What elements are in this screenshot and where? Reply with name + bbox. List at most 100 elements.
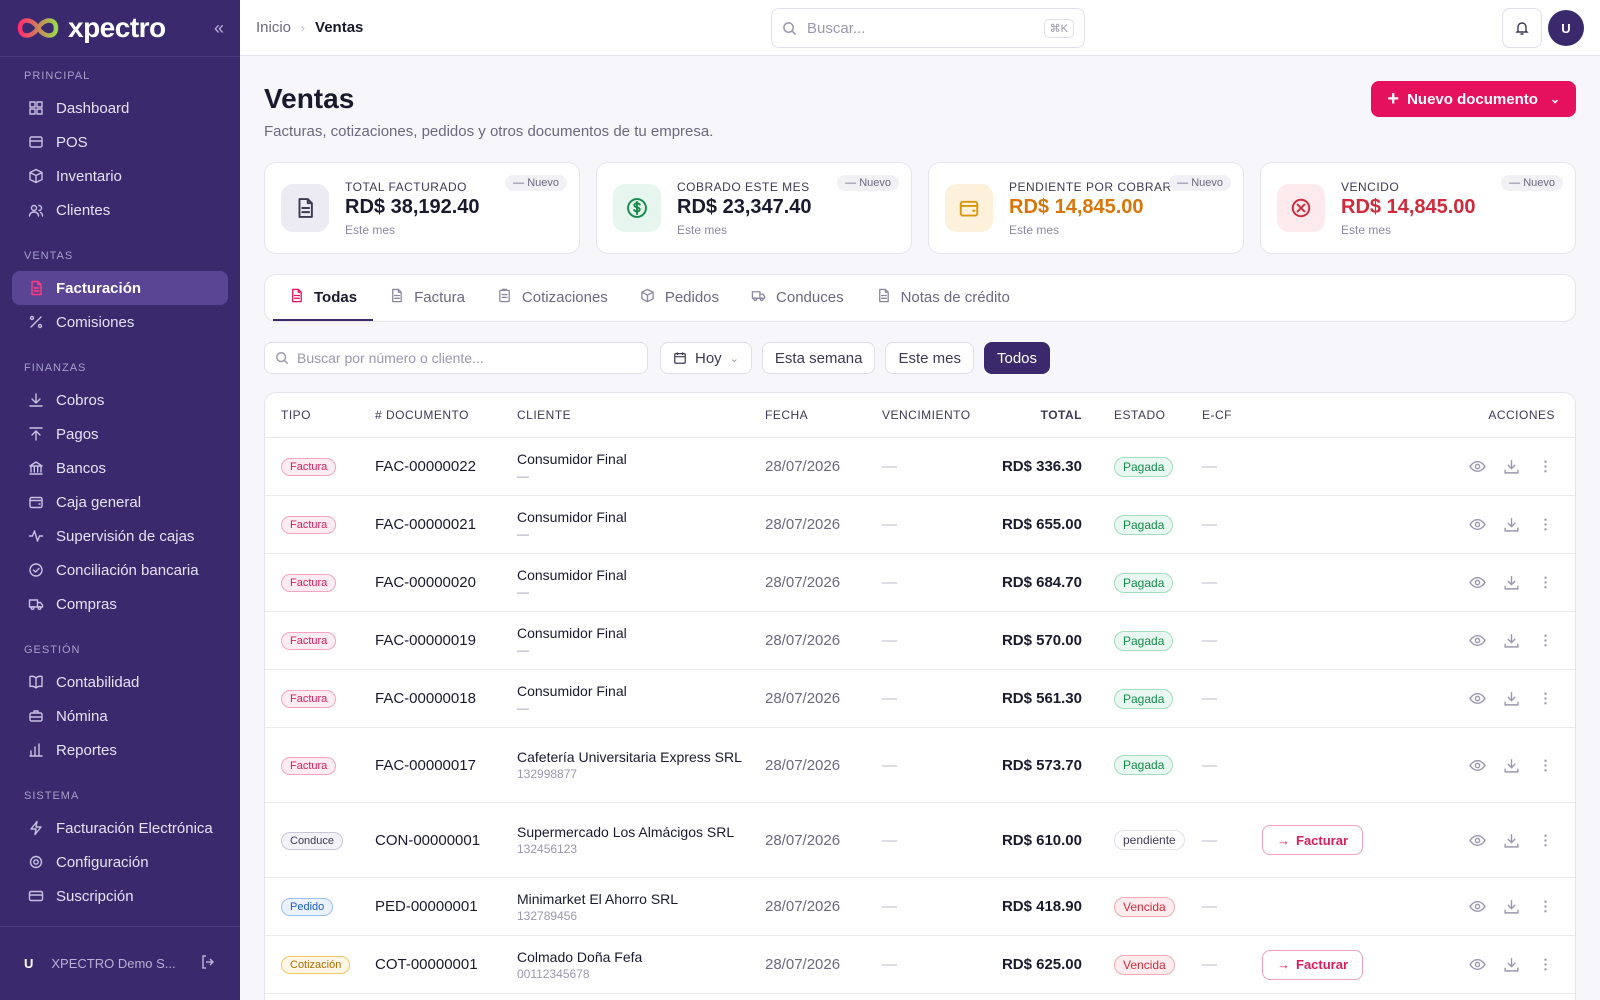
- more-vertical-icon[interactable]: [1535, 830, 1555, 850]
- sidebar-item-pos[interactable]: POS: [12, 125, 228, 159]
- eye-icon[interactable]: [1467, 830, 1487, 850]
- document-number[interactable]: CON-00000001: [375, 831, 481, 849]
- sidebar-item-suscripci-n[interactable]: Suscripción: [12, 879, 228, 913]
- sidebar-item-compras[interactable]: Compras: [12, 587, 228, 621]
- document-search-input[interactable]: Buscar por número o cliente...: [264, 342, 648, 374]
- global-search-input[interactable]: Buscar... ⌘K: [771, 8, 1085, 48]
- more-vertical-icon[interactable]: [1535, 897, 1555, 917]
- document-number[interactable]: FAC-00000018: [375, 690, 476, 707]
- sidebar-item-label: Cobros: [56, 391, 105, 409]
- date-cell: 28/07/2026: [765, 458, 841, 475]
- client-cell: Consumidor Final —: [517, 567, 765, 599]
- sidebar-item-dashboard[interactable]: Dashboard: [12, 91, 228, 125]
- download-icon[interactable]: [1501, 897, 1521, 917]
- sidebar-item-cobros[interactable]: Cobros: [12, 383, 228, 417]
- eye-icon[interactable]: [1467, 631, 1487, 651]
- sidebar-item-reportes[interactable]: Reportes: [12, 733, 228, 767]
- ecf-cell: —: [1202, 632, 1217, 649]
- eye-icon[interactable]: [1467, 897, 1487, 917]
- document-number[interactable]: COT-00000001: [375, 956, 478, 973]
- summary-card-note: Este mes: [345, 222, 396, 237]
- collapse-sidebar-icon[interactable]: «: [213, 17, 224, 38]
- tab-pedidos[interactable]: Pedidos: [624, 275, 735, 321]
- more-vertical-icon[interactable]: [1535, 573, 1555, 593]
- users-icon: [28, 202, 44, 218]
- document-number[interactable]: FAC-00000022: [375, 458, 476, 475]
- check-circle-icon: [28, 562, 44, 578]
- tab-label: Pedidos: [664, 288, 720, 306]
- period-button[interactable]: Todos: [983, 342, 1051, 374]
- eye-icon[interactable]: [1467, 573, 1487, 593]
- sidebar-section-title: GESTIÓN: [24, 644, 81, 656]
- sidebar-item-clientes[interactable]: Clientes: [12, 193, 228, 227]
- download-icon[interactable]: [1501, 689, 1521, 709]
- eye-icon[interactable]: [1467, 515, 1487, 535]
- column-header: CLIENTE: [517, 408, 572, 422]
- summary-card-body: TOTAL FACTURADO RD$ 38,192.40 Este mes: [345, 180, 480, 237]
- download-icon[interactable]: [1501, 955, 1521, 975]
- facturar-button[interactable]: → Facturar: [1262, 825, 1364, 855]
- user-avatar[interactable]: U: [1548, 10, 1584, 46]
- sidebar-item-facturaci-n[interactable]: Facturación: [12, 271, 228, 305]
- download-icon[interactable]: [1501, 830, 1521, 850]
- new-document-button[interactable]: + Nuevo documento ⌄: [1371, 81, 1576, 117]
- more-vertical-icon[interactable]: [1535, 631, 1555, 651]
- notifications-button[interactable]: [1502, 8, 1542, 48]
- document-number[interactable]: FAC-00000019: [375, 632, 476, 649]
- eye-icon[interactable]: [1467, 457, 1487, 477]
- sidebar-section-title: PRINCIPAL: [24, 70, 91, 82]
- eye-icon[interactable]: [1467, 955, 1487, 975]
- column-header: # DOCUMENTO: [375, 408, 469, 422]
- document-number[interactable]: FAC-00000017: [375, 756, 476, 774]
- ecf-cell: —: [1202, 690, 1217, 707]
- download-icon[interactable]: [1501, 457, 1521, 477]
- type-badge: Conduce: [281, 831, 344, 850]
- document-number[interactable]: FAC-00000020: [375, 574, 476, 591]
- tab-factura[interactable]: Factura: [373, 275, 481, 321]
- sidebar-item-configuraci-n[interactable]: Configuración: [12, 845, 228, 879]
- more-vertical-icon[interactable]: [1535, 457, 1555, 477]
- sidebar-item-n-mina[interactable]: Nómina: [12, 699, 228, 733]
- more-vertical-icon[interactable]: [1535, 689, 1555, 709]
- brand-logo[interactable]: xpectro «: [0, 0, 240, 56]
- sidebar-item-facturaci-n-electr-nica[interactable]: Facturación Electrónica: [12, 811, 228, 845]
- table-row: Factura FAC-00000020 Consumidor Final —28/0…: [265, 554, 1575, 612]
- download-icon[interactable]: [1501, 573, 1521, 593]
- tab-conduces[interactable]: Conduces: [735, 275, 860, 321]
- facturar-button[interactable]: → Facturar: [1262, 949, 1364, 980]
- sidebar-item-conciliaci-n-bancaria[interactable]: Conciliación bancaria: [12, 553, 228, 587]
- tab-todas[interactable]: Todas: [273, 275, 374, 321]
- document-number[interactable]: FAC-00000021: [375, 516, 476, 533]
- more-vertical-icon[interactable]: [1535, 755, 1555, 775]
- more-vertical-icon[interactable]: [1535, 955, 1555, 975]
- sidebar-item-pagos[interactable]: Pagos: [12, 417, 228, 451]
- sidebar-item-comisiones[interactable]: Comisiones: [12, 305, 228, 339]
- eye-icon[interactable]: [1467, 755, 1487, 775]
- sidebar-user[interactable]: U XPECTRO Demo S...: [0, 926, 240, 1000]
- page-subtitle: Facturas, cotizaciones, pedidos y otros …: [264, 123, 714, 140]
- invoice-icon: [289, 288, 304, 307]
- logout-icon[interactable]: [200, 954, 216, 973]
- sidebar-item-label: Reportes: [56, 741, 117, 759]
- sidebar-item-bancos[interactable]: Bancos: [12, 451, 228, 485]
- download-icon[interactable]: [1501, 631, 1521, 651]
- sidebar-item-contabilidad[interactable]: Contabilidad: [12, 665, 228, 699]
- eye-icon[interactable]: [1467, 689, 1487, 709]
- type-cell: Factura: [265, 689, 375, 708]
- more-vertical-icon[interactable]: [1535, 515, 1555, 535]
- download-icon[interactable]: [1501, 515, 1521, 535]
- tab-notas-de-cr-dito[interactable]: Notas de crédito: [860, 275, 1026, 321]
- sidebar-item-supervisi-n-de-cajas[interactable]: Supervisión de cajas: [12, 519, 228, 553]
- breadcrumb-home[interactable]: Inicio: [256, 19, 292, 36]
- sidebar-item-inventario[interactable]: Inventario: [12, 159, 228, 193]
- period-button[interactable]: Esta semana: [761, 342, 876, 374]
- type-badge: Pedido: [281, 898, 334, 916]
- tab-cotizaciones[interactable]: Cotizaciones: [481, 275, 624, 321]
- sidebar-item-caja-general[interactable]: Caja general: [12, 485, 228, 519]
- period-button[interactable]: Este mes: [885, 342, 974, 374]
- document-number[interactable]: PED-00000001: [375, 898, 478, 915]
- date-select[interactable]: Hoy ⌄: [660, 342, 752, 374]
- sidebar-item-label: Facturación Electrónica: [56, 819, 213, 837]
- invoice-icon: [28, 280, 44, 296]
- download-icon[interactable]: [1501, 755, 1521, 775]
